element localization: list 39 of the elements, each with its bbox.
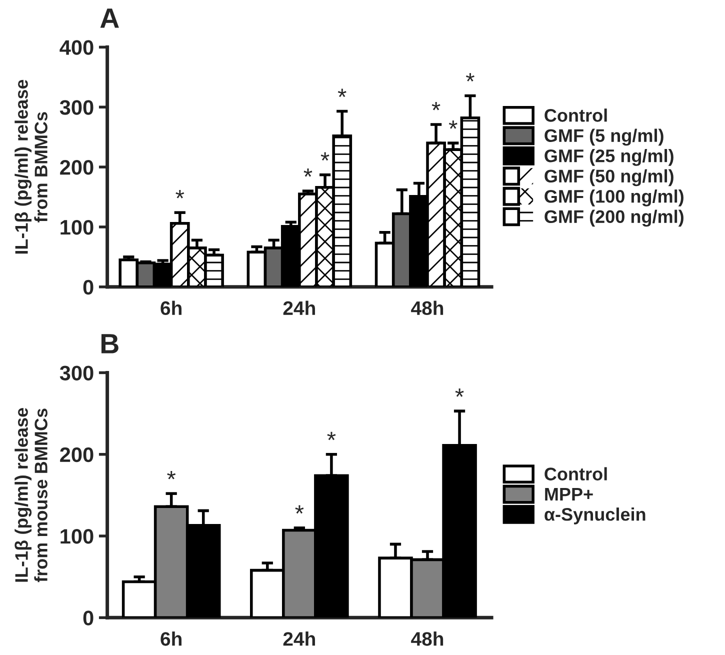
chart-title: B (101, 334, 118, 354)
legend-label: GMF (100 ng/ml) (544, 190, 684, 206)
x-tick-label: 48h (411, 632, 444, 646)
data-label: * (327, 432, 336, 440)
y-axis-title: IL-1β (pg/ml) release from BMMCs (14, 80, 48, 254)
data-label: * (455, 388, 464, 397)
y-tick-label: 400 (60, 40, 94, 55)
data-label: * (176, 190, 184, 198)
legend-label: Control (544, 108, 607, 122)
legend-label: MPP+ (545, 488, 593, 500)
y-tick-label: 0 (83, 610, 94, 626)
data-label: * (448, 120, 458, 129)
y-tick-label: 300 (60, 100, 94, 115)
x-tick-label: 48h (411, 300, 444, 316)
legend-label: Control (544, 467, 607, 480)
y-tick-label: 200 (60, 160, 94, 175)
x-tick-label: 24h (283, 632, 315, 646)
y-axis-title: IL-1β (pg/ml) release from mouse BMMCs (14, 408, 48, 582)
x-tick-label: 6h (160, 632, 182, 646)
x-tick-label: 24h (283, 300, 315, 315)
y-tick-label: 200 (60, 447, 94, 462)
data-label: * (320, 152, 330, 161)
legend-label: α-Synuclein (544, 508, 646, 524)
legend-label: GMF (25 ng/ml) (544, 148, 674, 166)
legend-label: GMF (5 ng/ml) (544, 128, 664, 146)
data-label: * (304, 168, 312, 177)
y-tick-label: 0 (83, 280, 94, 295)
data-label: * (295, 505, 304, 514)
data-label: * (432, 102, 440, 110)
y-tick-label: 100 (60, 529, 94, 544)
y-tick-label: 100 (60, 220, 94, 235)
data-label: * (466, 73, 474, 82)
y-tick-label: 300 (60, 366, 94, 380)
data-label: * (338, 88, 346, 98)
legend-label: GMF (200 ng/ml) (544, 210, 684, 227)
data-label: * (167, 471, 176, 480)
legend-label: GMF (50 ng/ml) (544, 169, 674, 186)
chart-title: A (100, 8, 119, 28)
x-tick-label: 6h (160, 300, 182, 316)
